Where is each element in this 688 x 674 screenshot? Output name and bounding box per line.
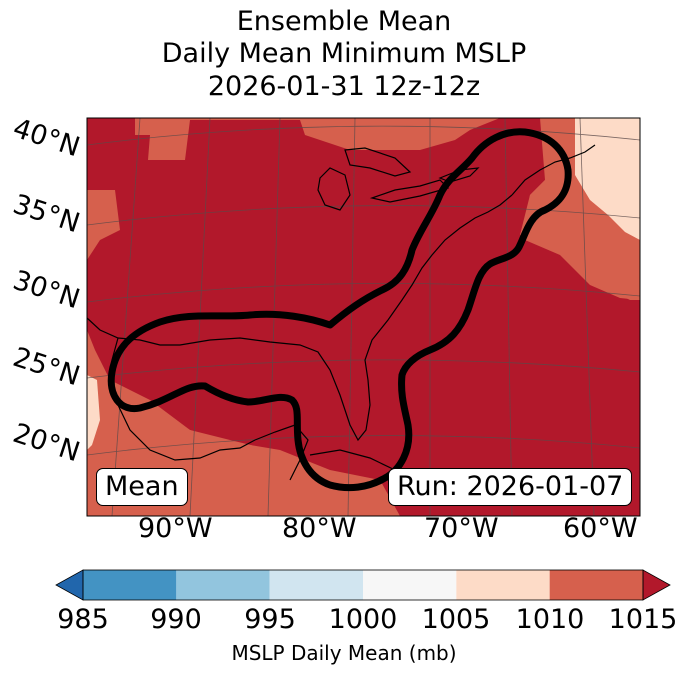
colorbar-label: MSLP Daily Mean (mb) <box>231 641 457 665</box>
field-1005-1010-ne <box>575 118 640 240</box>
parallel-30n <box>87 282 640 303</box>
colorbar-tick-1015: 1015 <box>608 604 678 635</box>
lon-label-70w: 70°W <box>424 513 499 544</box>
colorbar-tick-1005: 1005 <box>421 604 491 635</box>
run-date-label-box: Run: 2026-01-07 <box>388 468 633 506</box>
parallel-35n <box>87 205 640 226</box>
colorbar-bin-1000-1005 <box>363 570 457 600</box>
colorbar-tick-985: 985 <box>57 604 109 635</box>
meridian-65w <box>504 118 513 516</box>
colorbar-tick-995: 995 <box>244 604 296 635</box>
colorbar-tick-990: 990 <box>150 604 202 635</box>
map-frame <box>86 117 641 517</box>
field-1005-1010-west <box>87 375 100 450</box>
colorbar-frame <box>82 569 644 601</box>
mean-label-box: Mean <box>96 468 188 506</box>
meridian-75w <box>347 118 356 516</box>
parallel-40n <box>87 125 640 146</box>
coastline-us-gulf-east <box>87 194 513 442</box>
colorbar-tick-1000: 1000 <box>328 604 398 635</box>
lon-label-60w: 60°W <box>563 513 638 544</box>
colorbar-bin-1010-1015 <box>549 570 643 600</box>
title-line-3: 2026-01-31 12z-12z <box>207 71 481 102</box>
colorbar-bin-985-990 <box>83 570 177 600</box>
coastline-maritimes <box>511 144 596 196</box>
colorbar-bin-990-995 <box>176 570 270 600</box>
colorbar-over-arrow <box>642 569 671 601</box>
coastline-great-lakes-1 <box>317 167 351 211</box>
colorbar-under-arrow <box>55 569 84 601</box>
field-above-1015 <box>87 118 640 516</box>
title-line-2: Daily Mean Minimum MSLP <box>161 38 527 69</box>
colorbar-tick-1010: 1010 <box>515 604 585 635</box>
lon-label-90w: 90°W <box>138 513 213 544</box>
meridian-60w <box>579 118 595 516</box>
graticule <box>87 118 640 516</box>
colorbar-bin-995-1000 <box>269 570 363 600</box>
coastline-yucatan <box>254 424 309 481</box>
parallel-25n <box>87 359 640 379</box>
colorbar-bin-1005-1010 <box>456 570 550 600</box>
lon-label-80w: 80°W <box>282 513 357 544</box>
meridian-90w <box>111 118 141 516</box>
title-line-1: Ensemble Mean <box>236 6 452 37</box>
outlined-region-contour <box>107 128 572 492</box>
coastline-great-lakes-2 <box>344 147 412 177</box>
